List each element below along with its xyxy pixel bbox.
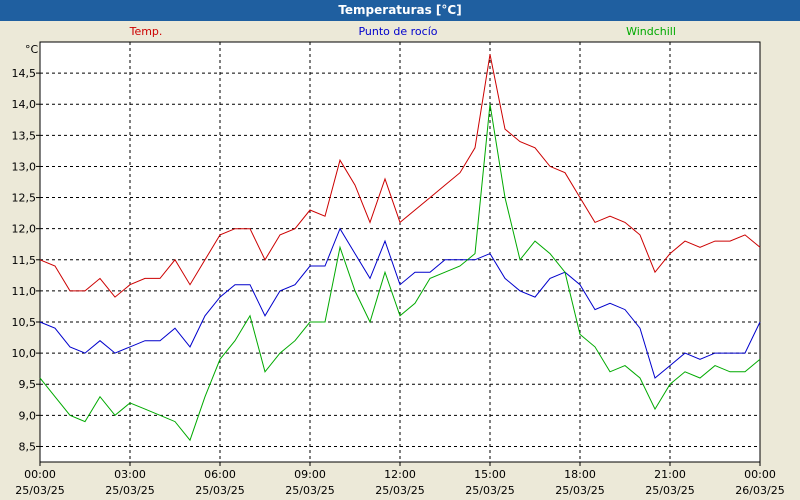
series-punto-de-roc-o-line	[39, 227, 761, 379]
y-tick-label: 10,0	[12, 347, 37, 360]
x-tick-time: 00:00	[24, 468, 56, 481]
y-tick-label: 13,5	[12, 129, 37, 142]
y-tick-label: 9,0	[19, 409, 37, 422]
legend-label: Punto de rocío	[358, 25, 437, 38]
y-tick-label: 11,0	[12, 285, 37, 298]
series-windchill-line	[39, 104, 761, 442]
series-temp-line	[39, 54, 761, 298]
legend-label: Windchill	[626, 25, 676, 38]
legend-label: Temp.	[129, 25, 163, 38]
x-tick-date: 25/03/25	[465, 484, 514, 497]
y-tick-label: 14,0	[12, 98, 37, 111]
y-tick-label: 12,5	[12, 192, 37, 205]
y-tick-label: 10,5	[12, 316, 37, 329]
y-tick-label: 11,5	[12, 254, 37, 267]
y-tick-label: 8,5	[19, 440, 37, 453]
x-tick-time: 06:00	[204, 468, 236, 481]
series-layer	[39, 54, 761, 442]
x-tick-date: 25/03/25	[195, 484, 244, 497]
chart-title: Temperaturas [°C]	[338, 3, 462, 17]
x-tick-time: 09:00	[294, 468, 326, 481]
x-tick-date: 25/03/25	[105, 484, 154, 497]
y-tick-label: 14,5	[12, 67, 37, 80]
x-tick-date: 25/03/25	[555, 484, 604, 497]
x-axis: 00:00 25/03/25 03:00 25/03/25 06:00 25/03/25 0…	[15, 462, 785, 497]
x-tick-time: 18:00	[564, 468, 596, 481]
y-tick-label: 9,5	[19, 378, 37, 391]
x-tick-time: 21:00	[654, 468, 686, 481]
legend: Temp. Punto de rocío Windchill	[129, 25, 676, 38]
temperature-chart: 8,5 9,0 9,5 10,0 10,5 11,0 11,5 12,0 12,5 13,0 13,…	[0, 21, 800, 500]
grid-lines	[40, 41, 760, 462]
x-tick-time: 12:00	[384, 468, 416, 481]
chart-title-bar: Temperaturas [°C]	[0, 0, 800, 21]
x-tick-date: 25/03/25	[285, 484, 334, 497]
x-tick-date: 25/03/25	[645, 484, 694, 497]
y-tick-label: 12,0	[12, 223, 37, 236]
y-axis: 8,5 9,0 9,5 10,0 10,5 11,0 11,5 12,0 12,5 13,0 13,…	[12, 67, 40, 453]
x-tick-date: 25/03/25	[375, 484, 424, 497]
x-tick-time: 00:00	[744, 468, 776, 481]
x-tick-date: 26/03/25	[735, 484, 784, 497]
x-tick-time: 15:00	[474, 468, 506, 481]
x-tick-time: 03:00	[114, 468, 146, 481]
x-tick-date: 25/03/25	[15, 484, 64, 497]
y-tick-label: 13,0	[12, 160, 37, 173]
y-axis-unit: °C	[25, 43, 39, 56]
